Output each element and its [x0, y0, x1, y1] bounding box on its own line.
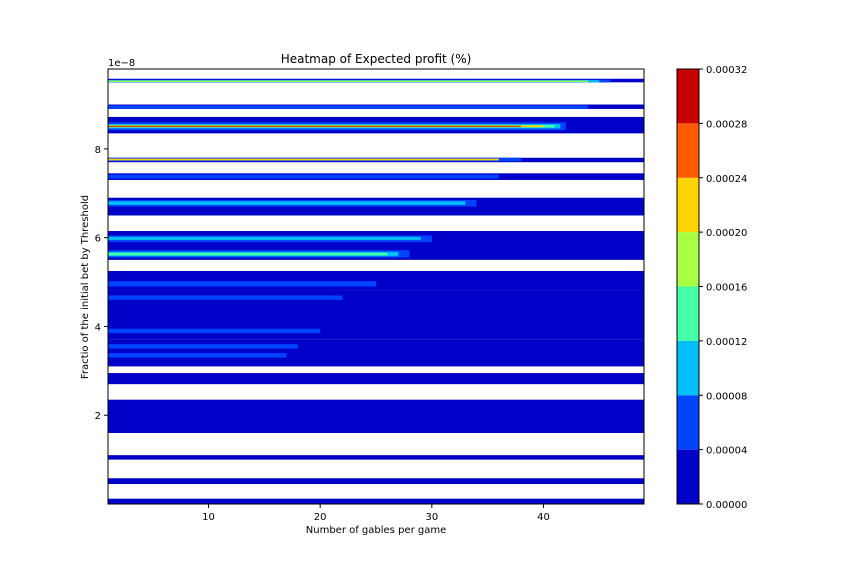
y-tick-label: 6	[95, 234, 101, 245]
colorbar-segment	[677, 123, 699, 178]
y-axis-label: Fractio of the initial bet by Threshold	[80, 195, 91, 379]
colorbar-tick-label: 0.00012	[706, 337, 747, 348]
contour-band	[108, 236, 421, 240]
colorbar-tick-label: 0.00032	[706, 65, 747, 76]
contour-band	[108, 125, 522, 127]
x-tick-label: 20	[314, 512, 327, 523]
colorbar-segment	[677, 449, 699, 504]
plot-frame	[107, 68, 645, 505]
plot-area	[108, 78, 644, 504]
contour-band	[108, 498, 644, 504]
contour-band	[108, 373, 644, 385]
colorbar-segment	[677, 177, 699, 233]
colorbar-segment	[677, 232, 699, 287]
contour-band	[108, 201, 466, 205]
contour-band	[108, 455, 644, 460]
y-tick-label: 8	[95, 145, 101, 156]
chart-title: Heatmap of Expected profit (%)	[281, 52, 472, 66]
contour-band	[108, 353, 287, 358]
contour-band	[108, 478, 644, 485]
colorbar-tick-label: 0.00008	[706, 391, 747, 402]
colorbar	[677, 69, 699, 504]
colorbar-axis: 0.00000 0.00004 0.00008 0.00012 0.00016 0.000…	[699, 65, 747, 511]
colorbar-tick-label: 0.00024	[706, 174, 747, 185]
colorbar-tick-label: 0.00020	[706, 228, 747, 239]
y-tick-label: 2	[95, 411, 101, 422]
x-tick-label: 30	[425, 512, 438, 523]
contour-band	[108, 399, 644, 433]
contour-band	[108, 80, 589, 82]
contour-band	[108, 344, 298, 349]
x-axis-label: Number of gables per game	[306, 525, 446, 536]
y-axis: 2 4 6 8	[95, 145, 108, 422]
x-tick-label: 10	[202, 512, 215, 523]
contour-band	[108, 105, 589, 109]
contour-band	[108, 174, 499, 179]
contour-band	[108, 328, 321, 334]
x-tick-label: 40	[537, 512, 550, 523]
contour-band	[108, 252, 388, 256]
colorbar-tick-label: 0.00016	[706, 283, 747, 294]
colorbar-tick-label: 0.00000	[706, 500, 747, 511]
contour-band	[108, 270, 644, 291]
x-axis: 10 20 30 40	[202, 504, 550, 523]
y-tick-label: 4	[95, 322, 101, 333]
colorbar-tick-label: 0.00004	[706, 446, 747, 457]
y-offset-text: 1e−8	[108, 58, 135, 69]
colorbar-segment	[677, 69, 699, 124]
contour-band	[108, 295, 343, 300]
contour-band	[108, 281, 376, 287]
colorbar-segment	[677, 395, 699, 450]
contour-band	[108, 158, 499, 161]
colorbar-tick-label: 0.00028	[706, 119, 747, 130]
colorbar-segment	[677, 286, 699, 341]
colorbar-segment	[677, 340, 699, 396]
